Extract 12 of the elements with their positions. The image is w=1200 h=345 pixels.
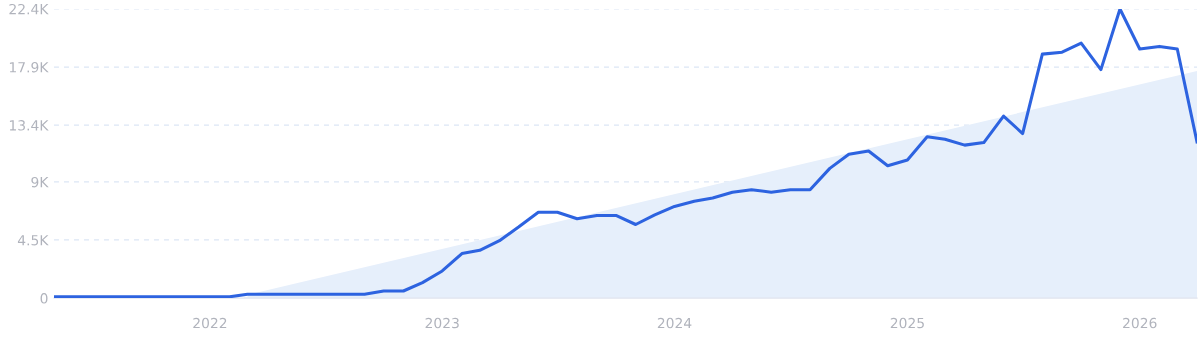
line-series	[54, 8, 1197, 299]
x-tick-label: 2023	[425, 317, 459, 329]
y-tick-label: 17.9K	[9, 62, 49, 73]
x-tick-label: 2026	[1123, 317, 1157, 329]
x-tick-label: 2024	[657, 317, 692, 329]
y-tick-label: 13.4K	[9, 120, 49, 131]
y-tick-label: 4.5K	[17, 235, 49, 246]
y-tick-label: 22.4K	[9, 3, 49, 15]
x-tick-label: 2025	[890, 317, 924, 329]
x-tick-label: 2022	[193, 317, 227, 329]
y-tick-label: 0	[40, 293, 48, 304]
y-tick-label: 9K	[31, 176, 49, 188]
